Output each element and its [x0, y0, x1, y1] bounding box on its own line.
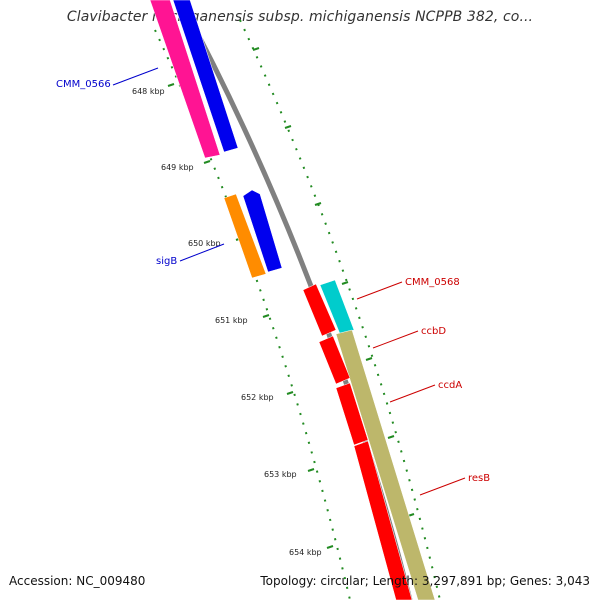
gene-red-3[interactable] — [335, 382, 369, 446]
gene-blue-2[interactable] — [242, 189, 283, 273]
major-tick — [307, 468, 315, 472]
leader-ccda — [389, 384, 436, 403]
leader-resb — [419, 477, 466, 496]
major-tick — [203, 160, 211, 164]
tick-label-648: 648 kbp — [132, 87, 165, 96]
outer-tick — [365, 357, 373, 361]
tick-label-651: 651 kbp — [215, 316, 248, 325]
major-tick — [286, 391, 294, 395]
label-resb[interactable]: resB — [468, 473, 490, 484]
tick-label-650: 650 kbp — [188, 239, 221, 248]
label-cmm-0568[interactable]: CMM_0568 — [405, 277, 460, 288]
outer-tick — [252, 47, 260, 51]
label-ccda[interactable]: ccdA — [438, 380, 462, 391]
label-sigb[interactable]: sigB — [156, 256, 177, 267]
genome-summary: Topology: circular; Length: 3,297,891 bp… — [260, 574, 590, 588]
leader-cmm-0566 — [112, 67, 159, 86]
accession-text: Accession: NC_009480 — [9, 574, 146, 588]
gene-cmm-0566[interactable] — [172, 0, 239, 153]
tick-label-652: 652 kbp — [241, 393, 274, 402]
major-ticks — [167, 83, 334, 549]
gene-red-4[interactable] — [353, 440, 413, 600]
gene-ccbd[interactable] — [302, 283, 337, 337]
leader-sigb — [179, 243, 225, 262]
leader-ccbd — [372, 330, 419, 349]
gene-pink[interactable] — [149, 0, 221, 159]
major-tick — [167, 83, 175, 87]
leader-cmm-0568 — [356, 281, 403, 300]
gene-sigb[interactable] — [223, 193, 267, 279]
tick-label-653: 653 kbp — [264, 470, 297, 479]
label-ccbd[interactable]: ccbD — [421, 326, 446, 337]
outer-tick — [341, 281, 349, 285]
tick-label-654: 654 kbp — [289, 548, 322, 557]
major-tick — [262, 314, 270, 318]
major-tick — [326, 545, 334, 549]
outer-tick — [387, 435, 395, 439]
callout-lines — [112, 67, 466, 496]
label-cmm-0566[interactable]: CMM_0566 — [56, 79, 111, 90]
tick-label-649: 649 kbp — [161, 163, 194, 172]
gene-cmm-0568[interactable] — [319, 279, 355, 335]
outer-tick — [314, 202, 322, 206]
gene-resb[interactable] — [335, 329, 436, 600]
gene-ccda[interactable] — [318, 335, 351, 385]
outer-tick — [284, 125, 292, 129]
